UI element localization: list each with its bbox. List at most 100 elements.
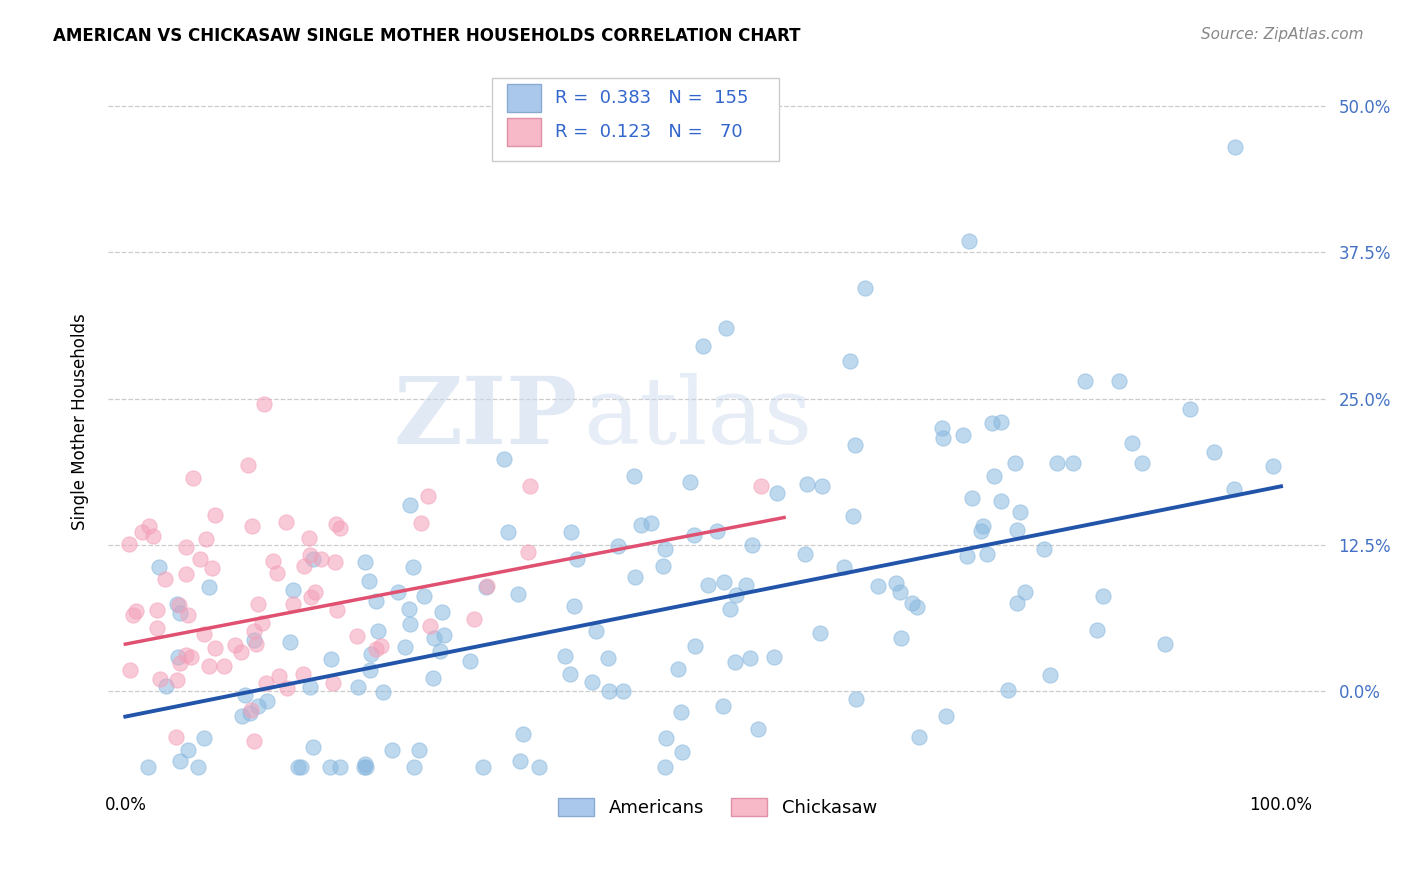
Point [624, 570, 647, 584]
Point [908, 730, 931, 744]
Point [408, 743, 430, 757]
Point [558, 667, 581, 681]
Point [697, 578, 720, 592]
Point [242, 624, 264, 638]
Point [1039, 667, 1062, 681]
Point [262, 554, 284, 568]
Point [463, 612, 485, 626]
Point [956, 549, 979, 564]
Point [1108, 374, 1130, 388]
Point [1223, 140, 1246, 154]
Point [252, 616, 274, 631]
Text: atlas: atlas [583, 374, 813, 463]
Point [346, 629, 368, 643]
Point [671, 745, 693, 759]
Point [1202, 444, 1225, 458]
Point [125, 604, 148, 618]
Point [298, 531, 321, 545]
Point [666, 662, 689, 676]
Point [735, 578, 758, 592]
Point [131, 524, 153, 539]
Point [299, 591, 322, 605]
Point [198, 580, 221, 594]
FancyBboxPatch shape [492, 78, 779, 161]
Point [193, 627, 215, 641]
Point [231, 709, 253, 723]
Point [598, 684, 620, 698]
Point [585, 624, 607, 638]
Point [990, 415, 1012, 429]
Point [741, 538, 763, 552]
Point [204, 508, 226, 523]
Point [356, 760, 378, 774]
Point [931, 421, 953, 435]
Point [901, 596, 924, 610]
Point [212, 658, 235, 673]
Point [423, 631, 446, 645]
Point [905, 599, 928, 614]
Point [492, 451, 515, 466]
Point [607, 539, 630, 553]
Point [370, 639, 392, 653]
Point [254, 676, 277, 690]
Point [718, 602, 741, 616]
Point [554, 649, 576, 664]
Y-axis label: Single Mother Households: Single Mother Households [72, 314, 89, 531]
Point [972, 519, 994, 533]
Point [866, 579, 889, 593]
Point [839, 354, 862, 368]
Point [167, 598, 190, 612]
Point [623, 468, 645, 483]
Point [155, 572, 177, 586]
Point [980, 416, 1002, 430]
Point [319, 760, 342, 774]
Point [357, 574, 380, 588]
Point [174, 648, 197, 663]
Point [247, 597, 270, 611]
Point [353, 555, 375, 569]
Point [692, 339, 714, 353]
Point [118, 537, 141, 551]
Point [360, 647, 382, 661]
Point [496, 524, 519, 539]
Point [1178, 401, 1201, 416]
Point [187, 760, 209, 774]
Point [419, 619, 441, 633]
Point [398, 601, 420, 615]
Point [169, 657, 191, 671]
Point [402, 760, 425, 774]
Point [793, 547, 815, 561]
Point [1092, 589, 1115, 603]
Point [562, 599, 585, 614]
Point [146, 621, 169, 635]
Point [194, 533, 217, 547]
Point [142, 529, 165, 543]
Point [274, 515, 297, 529]
Point [422, 671, 444, 685]
Point [1261, 458, 1284, 473]
Point [962, 491, 984, 506]
Text: R =  0.383   N =  155: R = 0.383 N = 155 [555, 89, 749, 107]
Point [460, 654, 482, 668]
Point [844, 437, 866, 451]
Point [640, 516, 662, 530]
Point [149, 672, 172, 686]
Point [353, 760, 375, 774]
Point [957, 234, 980, 248]
Point [169, 606, 191, 620]
Point [281, 582, 304, 597]
Point [976, 547, 998, 561]
Point [165, 730, 187, 744]
Point [180, 650, 202, 665]
Point [430, 605, 453, 619]
Point [765, 486, 787, 500]
Point [166, 673, 188, 687]
Point [329, 521, 352, 535]
Point [240, 703, 263, 717]
Point [683, 640, 706, 654]
Point [233, 689, 256, 703]
Point [845, 691, 868, 706]
Point [853, 280, 876, 294]
Point [281, 597, 304, 611]
Point [567, 552, 589, 566]
